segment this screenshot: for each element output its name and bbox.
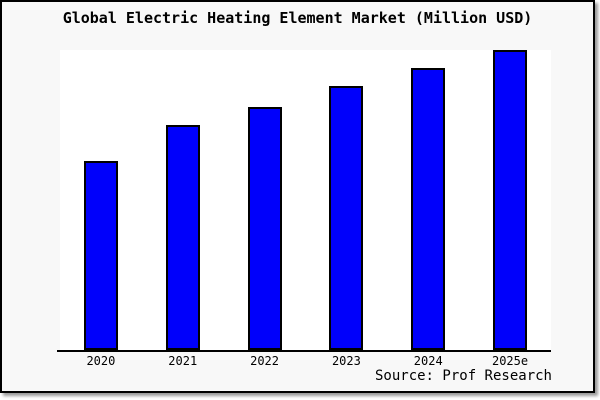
bar-2022 <box>247 107 282 350</box>
chart-title: Global Electric Heating Element Market (… <box>62 9 533 27</box>
plot-area <box>60 50 551 350</box>
bar-slot-2021 <box>142 50 224 350</box>
x-tick-label-2020: 2020 <box>86 354 116 368</box>
x-axis-line <box>57 350 551 352</box>
x-tick-label-2021: 2021 <box>168 354 198 368</box>
bar-2021 <box>165 125 200 350</box>
x-tick-label-2024: 2024 <box>413 354 443 368</box>
chart-frame: Global Electric Heating Element Market (… <box>0 0 595 393</box>
x-tick-label-2023: 2023 <box>331 354 361 368</box>
bar-slot-2023 <box>305 50 387 350</box>
bar-2025e <box>493 50 528 350</box>
x-tick-label-2025e: 2025e <box>491 354 529 368</box>
bar-2023 <box>329 86 364 350</box>
bar-2024 <box>411 68 446 350</box>
bar-slot-2022 <box>224 50 306 350</box>
bar-slot-2024 <box>387 50 469 350</box>
bar-2020 <box>83 161 118 350</box>
source-credit: Source: Prof Research <box>374 368 552 384</box>
x-tick-label-2022: 2022 <box>250 354 280 368</box>
x-axis-tick-labels: 2020 2021 2022 2023 2024 2025e <box>60 354 551 368</box>
bar-slot-2020 <box>60 50 142 350</box>
bar-slot-2025e <box>469 50 551 350</box>
